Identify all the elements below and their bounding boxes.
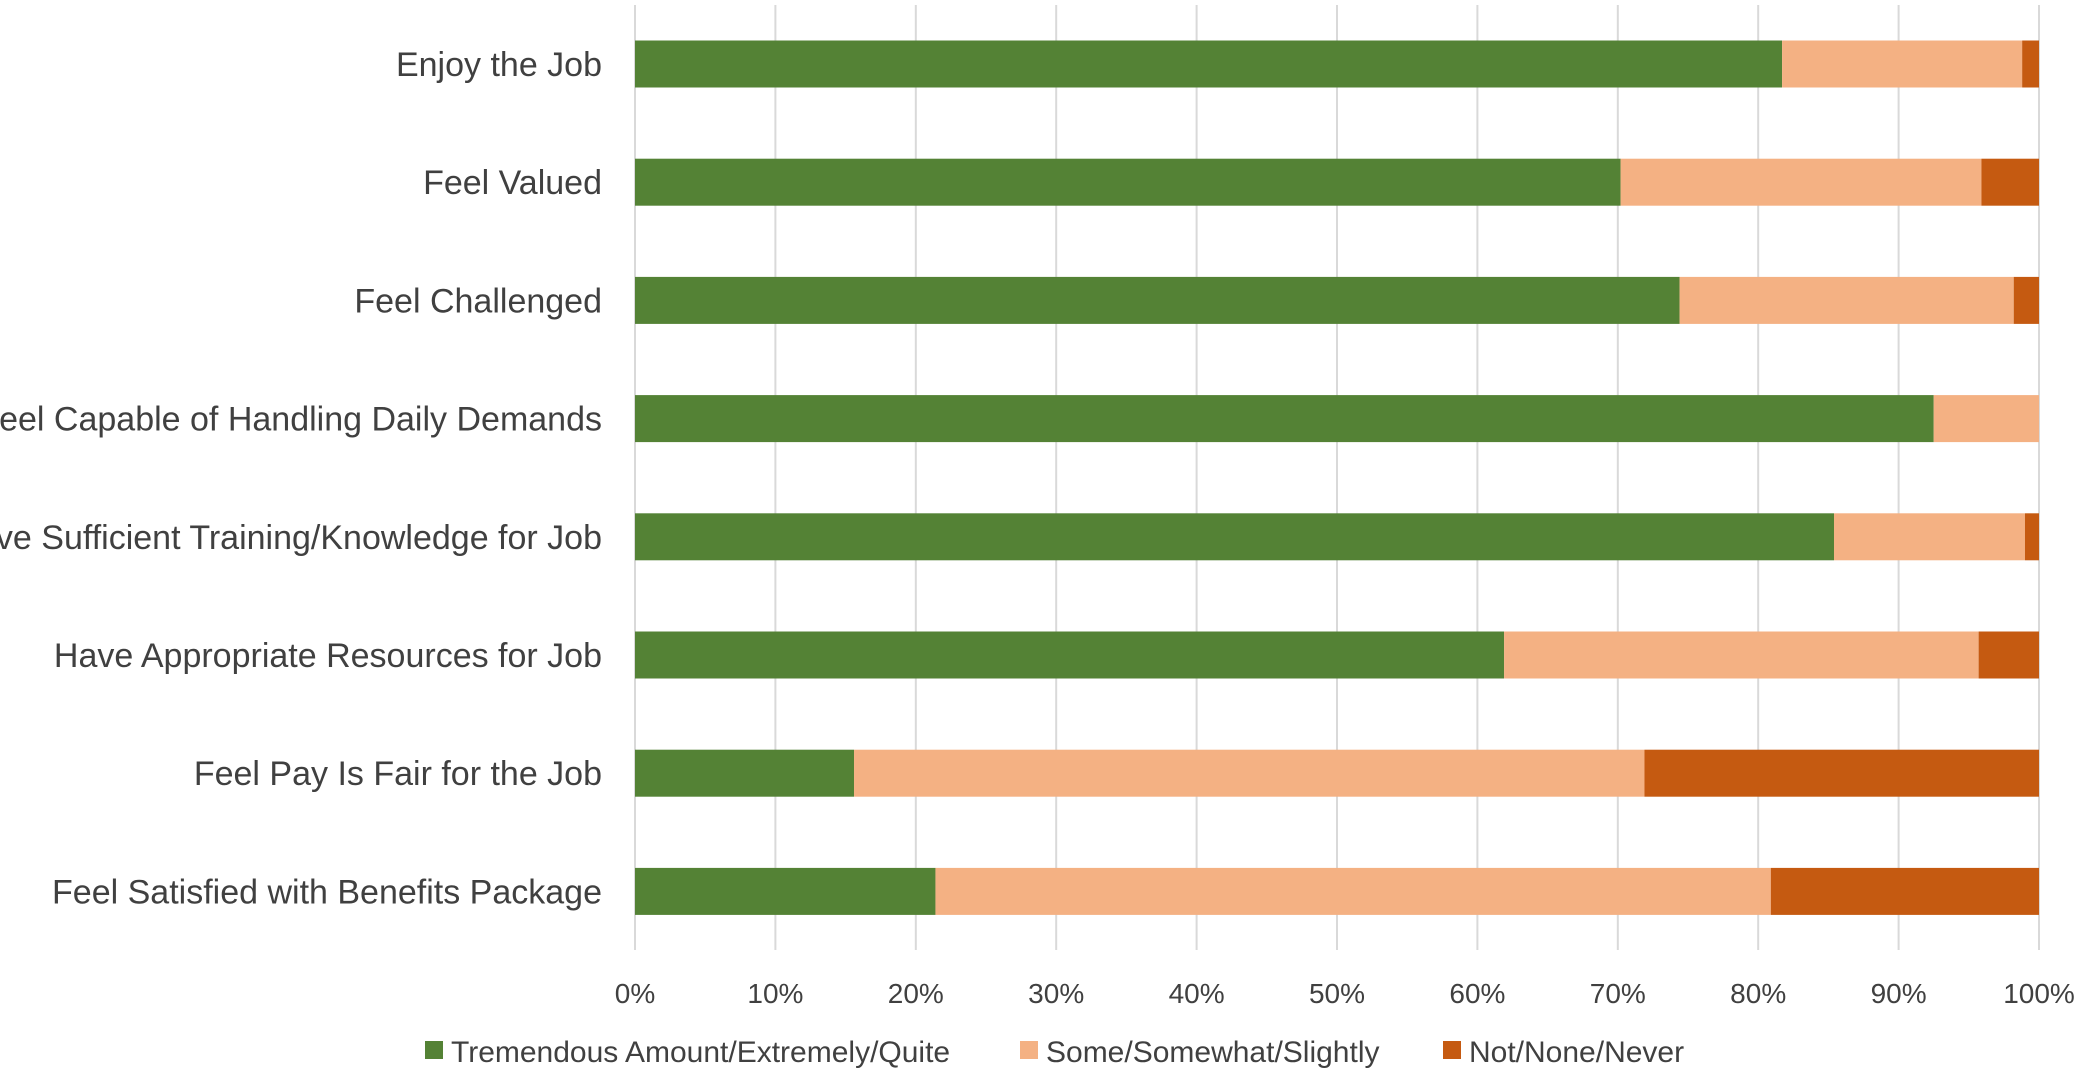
legend-label: Tremendous Amount/Extremely/Quite: [451, 1036, 950, 1068]
bar-segment: [1933, 395, 2039, 443]
x-tick-label: 50%: [1309, 978, 1365, 1009]
gridlines: [634, 5, 2040, 950]
x-tick-label: 10%: [747, 978, 803, 1009]
legend-swatch: [1020, 1041, 1038, 1059]
category-label: Feel Challenged: [354, 282, 602, 320]
x-tick-label: 0%: [615, 978, 655, 1009]
bar-segment: [854, 749, 1645, 797]
category-label: Feel Pay Is Fair for the Job: [194, 755, 602, 793]
x-axis-tick-labels: 0% 10% 20% 30% 40% 50% 60% 70% 80% 90% 100%: [615, 978, 2075, 1009]
x-tick-label: 70%: [1590, 978, 1646, 1009]
bar-segment: [635, 40, 1783, 88]
x-tick-label: 60%: [1449, 978, 1505, 1009]
category-labels: Enjoy the Job Feel Valued Feel Challenged F…: [0, 46, 602, 911]
x-tick-label: 20%: [888, 978, 944, 1009]
x-tick-label: 100%: [2003, 978, 2075, 1009]
legend-label: Not/None/Never: [1469, 1036, 1684, 1068]
bar-segment: [2022, 40, 2039, 88]
legend: Tremendous Amount/Extremely/Quite Some/So…: [425, 1036, 1684, 1068]
legend-swatch: [1443, 1041, 1461, 1059]
bar-segment: [1504, 631, 1979, 679]
bar-segment: [2024, 513, 2039, 561]
x-tick-label: 90%: [1871, 978, 1927, 1009]
category-label: Have Sufficient Training/Knowledge for J…: [0, 519, 602, 557]
category-label: Feel Valued: [423, 164, 602, 202]
bar-segment: [1782, 40, 2023, 88]
bar-segment: [1679, 276, 2014, 324]
bar-segment: [1620, 158, 1982, 206]
bar-segment: [1981, 158, 2039, 206]
x-tick-label: 80%: [1730, 978, 1786, 1009]
legend-label: Some/Somewhat/Slightly: [1046, 1036, 1380, 1068]
bar-segment: [635, 867, 936, 915]
bars: [635, 40, 2039, 915]
x-tick-label: 40%: [1169, 978, 1225, 1009]
bar-segment: [635, 513, 1835, 561]
bar-segment: [635, 631, 1505, 679]
bar-segment: [1770, 867, 2039, 915]
category-label: Feel Capable of Handling Daily Demands: [0, 401, 602, 439]
bar-segment: [635, 158, 1621, 206]
category-label: Feel Satisfied with Benefits Package: [52, 873, 602, 911]
category-label: Have Appropriate Resources for Job: [54, 637, 602, 675]
bar-segment: [635, 749, 855, 797]
bar-segment: [635, 395, 1934, 443]
category-label: Enjoy the Job: [396, 46, 602, 84]
bar-segment: [1834, 513, 2025, 561]
bar-segment: [1644, 749, 2039, 797]
bar-segment: [935, 867, 1771, 915]
legend-swatch: [425, 1041, 443, 1059]
x-tick-label: 30%: [1028, 978, 1084, 1009]
bar-segment: [1978, 631, 2039, 679]
bar-segment: [2013, 276, 2039, 324]
bar-segment: [635, 276, 1680, 324]
